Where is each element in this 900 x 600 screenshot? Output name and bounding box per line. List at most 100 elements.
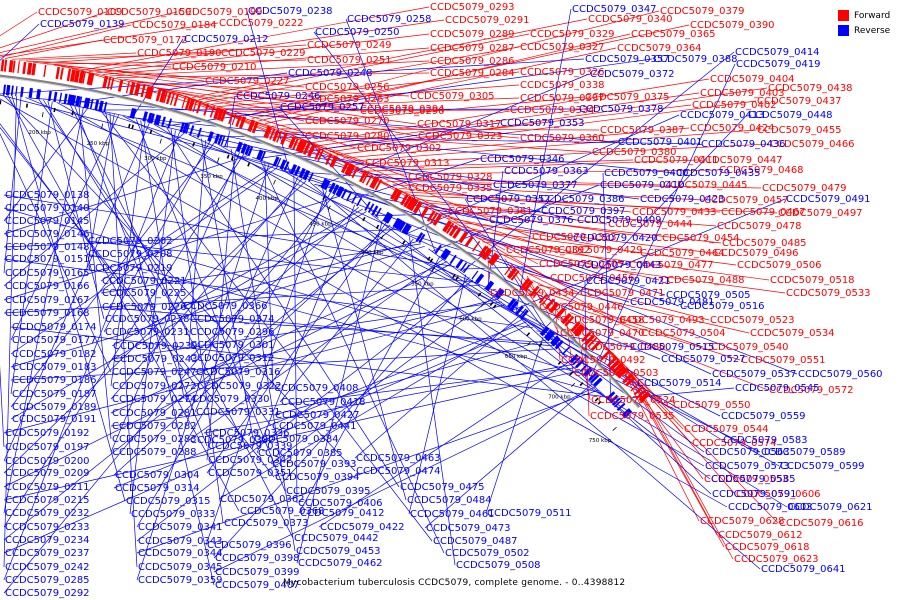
reverse-gene-leader-line [270, 295, 495, 465]
reverse-gene-leader-line [374, 210, 541, 217]
forward-gene-feature [8, 60, 14, 73]
forward-gene-label: CCDC5079_0551 [741, 355, 826, 366]
forward-gene-feature [614, 365, 626, 376]
forward-gene-leader-line [317, 92, 700, 147]
reverse-gene-feature [323, 180, 331, 191]
forward-gene-label: CCDC5079_0544 [684, 424, 769, 435]
forward-gene-feature [231, 113, 237, 126]
forward-gene-feature [554, 307, 566, 319]
scale-tick-label: 450 kbp [309, 221, 332, 227]
reverse-gene-label: CCDC5079_0346 [480, 154, 565, 165]
reverse-gene-leader-line [3, 96, 22, 274]
reverse-gene-leader-line [584, 280, 587, 378]
forward-gene-feature [372, 177, 380, 189]
forward-gene-feature [187, 98, 195, 112]
forward-gene-label: CCDC5079_0364 [617, 43, 702, 54]
forward-gene-label: CCDC5079_0445 [663, 180, 748, 191]
forward-gene-label: CCDC5079_0518 [770, 275, 855, 286]
forward-gene-leader-line [88, 19, 445, 72]
reverse-gene-label: CCDC5079_0288 [112, 447, 197, 458]
reverse-gene-label: CCDC5079_0345 [138, 562, 223, 573]
reverse-gene-leader-line [0, 23, 40, 61]
reverse-gene-feature [98, 100, 104, 112]
reverse-gene-leader-line [188, 140, 206, 346]
forward-gene-leader-line [380, 177, 663, 186]
forward-gene-label: CCDC5079_0503 [574, 368, 659, 379]
forward-gene-leader-line [404, 191, 721, 213]
reverse-gene-label: CCDC5079_0330 [185, 394, 270, 405]
forward-gene-label: CCDC5079_0504 [641, 328, 726, 339]
reverse-gene-label: CCDC5079_0487 [433, 536, 518, 547]
genome-backbone [0, 74, 641, 409]
feature-marker [247, 162, 251, 167]
reverse-gene-feature [247, 146, 254, 157]
forward-gene-label: CCDC5079_0618 [725, 542, 810, 553]
reverse-gene-leader-line [11, 95, 126, 502]
feature-marker [71, 111, 74, 116]
scale-tick [101, 123, 104, 129]
forward-gene-label: CCDC5079_0340 [588, 14, 673, 25]
forward-gene-leader-line [329, 87, 768, 153]
reverse-gene-leader-line [3, 96, 17, 568]
forward-gene-leader-line [515, 266, 620, 321]
reverse-gene-label: CCDC5079_0599 [780, 461, 865, 472]
reverse-gene-leader-line [3, 107, 84, 514]
reverse-gene-leader-line [0, 365, 5, 448]
reverse-gene-feature [371, 205, 379, 216]
reverse-gene-leader-line [409, 236, 456, 566]
forward-gene-feature [520, 277, 531, 290]
reverse-gene-label: CCDC5079_0187 [12, 389, 97, 400]
reverse-gene-label: CCDC5079_0511 [487, 508, 572, 519]
forward-gene-leader-line [559, 302, 741, 361]
feature-marker [375, 224, 380, 229]
forward-gene-feature [325, 153, 333, 165]
reverse-gene-label: CCDC5079_0202 [88, 236, 173, 247]
forward-gene-leader-line [361, 159, 634, 169]
reverse-gene-feature [609, 394, 619, 404]
forward-gene-feature [26, 62, 33, 75]
reverse-gene-feature [258, 150, 264, 161]
forward-gene-leader-line [171, 91, 408, 178]
reverse-gene-feature [584, 368, 593, 378]
forward-gene-leader-line [251, 24, 690, 119]
reverse-gene-label: CCDC5079_0377 [493, 180, 578, 191]
legend-item-reverse: Reverse [838, 23, 890, 38]
reverse-gene-label: CCDC5079_0384 [254, 434, 339, 445]
forward-gene-label: CCDC5079_0628 [700, 516, 785, 527]
forward-gene-feature [163, 91, 168, 104]
scale-tick [480, 302, 485, 308]
forward-gene-leader-line [184, 95, 448, 212]
reverse-gene-label: CCDC5079_0621 [788, 502, 873, 513]
forward-gene-label: CCDC5079_0506 [737, 260, 822, 271]
forward-gene-label: CCDC5079_0447 [698, 155, 783, 166]
reverse-gene-feature [63, 93, 68, 104]
reverse-gene-label: CCDC5079_0189 [12, 402, 97, 413]
reverse-gene-feature [404, 225, 412, 235]
forward-gene-label: CCDC5079_0338 [520, 80, 605, 91]
reverse-gene-leader-line [109, 112, 138, 568]
reverse-gene-label: CCDC5079_0505 [666, 290, 751, 301]
forward-gene-leader-line [410, 195, 778, 214]
feature-marker [226, 154, 230, 159]
reverse-gene-label: CCDC5079_0514 [637, 378, 722, 389]
reverse-gene-label: CCDC5079_0272 [112, 381, 197, 392]
forward-gene-leader-line [95, 33, 430, 74]
reverse-gene-leader-line [100, 243, 421, 294]
reverse-gene-label: CCDC5079_0167 [5, 295, 90, 306]
scale-tick [431, 267, 436, 272]
forward-gene-feature [12, 60, 16, 73]
forward-gene-label: CCDC5079_0229 [221, 48, 306, 59]
reverse-gene-label: CCDC5079_0312 [190, 353, 275, 364]
reverse-gene-feature [367, 203, 375, 213]
reverse-gene-leader-line [408, 274, 467, 515]
reverse-gene-feature [240, 143, 248, 154]
reverse-gene-label: CCDC5079_0247 [112, 367, 197, 378]
forward-gene-label: CCDC5079_0323 [418, 131, 503, 142]
reverse-gene-feature [28, 87, 33, 99]
reverse-gene-feature [397, 220, 406, 232]
reverse-gene-feature [20, 86, 24, 97]
forward-gene-leader-line [225, 97, 520, 110]
forward-gene-label: CCDC5079_0479 [762, 183, 847, 194]
reverse-gene-feature [463, 264, 470, 274]
reverse-gene-leader-line [10, 142, 215, 408]
